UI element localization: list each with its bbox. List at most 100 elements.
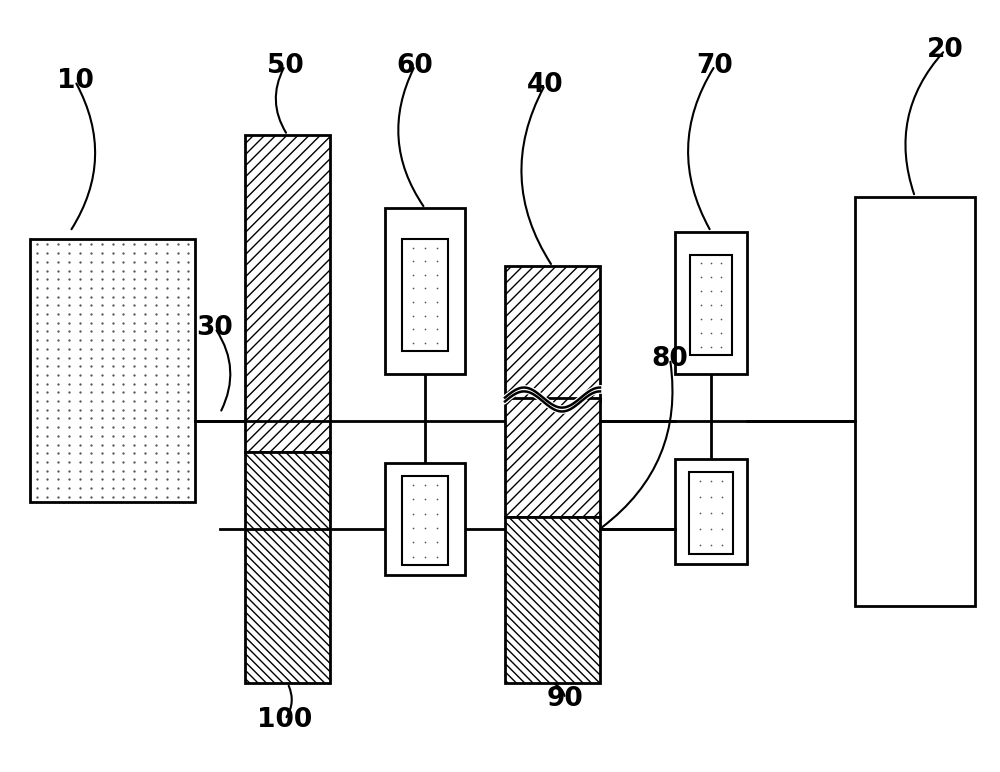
Point (137, 455, 153, 468)
Point (115, 247, 131, 259)
Point (148, 465, 164, 477)
Point (405, 269, 421, 281)
Point (137, 239, 153, 251)
Point (50, 247, 66, 259)
Point (61, 482, 77, 494)
Point (94, 386, 110, 398)
Point (72, 473, 88, 486)
Point (105, 264, 121, 276)
Point (39, 290, 55, 303)
Point (180, 351, 196, 364)
Point (170, 421, 186, 433)
Point (72, 421, 88, 433)
Point (83, 473, 99, 486)
Point (148, 239, 164, 251)
Point (72, 264, 88, 276)
Point (180, 412, 196, 425)
Point (61, 325, 77, 337)
Point (83, 482, 99, 494)
Point (29, 430, 45, 442)
Point (61, 394, 77, 407)
Point (72, 308, 88, 320)
Bar (402, 239, 448, 351)
Point (105, 482, 121, 494)
Point (105, 360, 121, 372)
Point (148, 490, 164, 503)
Point (105, 343, 121, 355)
Point (50, 438, 66, 451)
Point (94, 482, 110, 494)
Point (693, 327, 709, 339)
Point (72, 317, 88, 329)
Point (39, 282, 55, 294)
Point (170, 482, 186, 494)
Point (115, 378, 131, 390)
Point (159, 325, 175, 337)
Point (50, 447, 66, 459)
Point (159, 264, 175, 276)
Point (94, 239, 110, 251)
Point (94, 325, 110, 337)
Point (29, 343, 45, 355)
Point (126, 378, 142, 390)
Point (148, 394, 164, 407)
Point (137, 256, 153, 268)
Point (703, 271, 719, 283)
Point (115, 360, 131, 372)
Text: 30: 30 (197, 315, 233, 341)
Point (61, 360, 77, 372)
Point (170, 351, 186, 364)
Point (61, 465, 77, 477)
Point (180, 282, 196, 294)
Point (94, 299, 110, 311)
Point (83, 438, 99, 451)
Point (39, 369, 55, 381)
Point (713, 299, 729, 311)
Point (137, 317, 153, 329)
Point (126, 473, 142, 486)
Point (692, 491, 708, 503)
Point (137, 360, 153, 372)
Point (148, 264, 164, 276)
Point (50, 308, 66, 320)
Point (50, 256, 66, 268)
Point (126, 490, 142, 503)
Point (180, 360, 196, 372)
Point (105, 455, 121, 468)
Point (405, 522, 421, 534)
Point (137, 290, 153, 303)
Point (180, 343, 196, 355)
Point (126, 404, 142, 416)
Point (180, 490, 196, 503)
Point (417, 296, 433, 308)
Point (137, 421, 153, 433)
Point (148, 299, 164, 311)
Point (417, 522, 433, 534)
Point (137, 378, 153, 390)
Point (159, 351, 175, 364)
Point (180, 239, 196, 251)
Point (115, 299, 131, 311)
Point (94, 421, 110, 433)
Point (692, 507, 708, 520)
Point (159, 360, 175, 372)
Point (39, 256, 55, 268)
Point (692, 475, 708, 487)
Point (72, 369, 88, 381)
Point (703, 327, 719, 339)
Point (94, 369, 110, 381)
Point (83, 239, 99, 251)
Point (703, 299, 719, 311)
Point (115, 273, 131, 286)
Point (61, 351, 77, 364)
Point (29, 482, 45, 494)
Point (72, 438, 88, 451)
Point (703, 340, 719, 353)
Point (126, 290, 142, 303)
Point (126, 273, 142, 286)
Point (94, 273, 110, 286)
Point (137, 247, 153, 259)
Point (50, 378, 66, 390)
Point (72, 334, 88, 347)
Point (105, 317, 121, 329)
